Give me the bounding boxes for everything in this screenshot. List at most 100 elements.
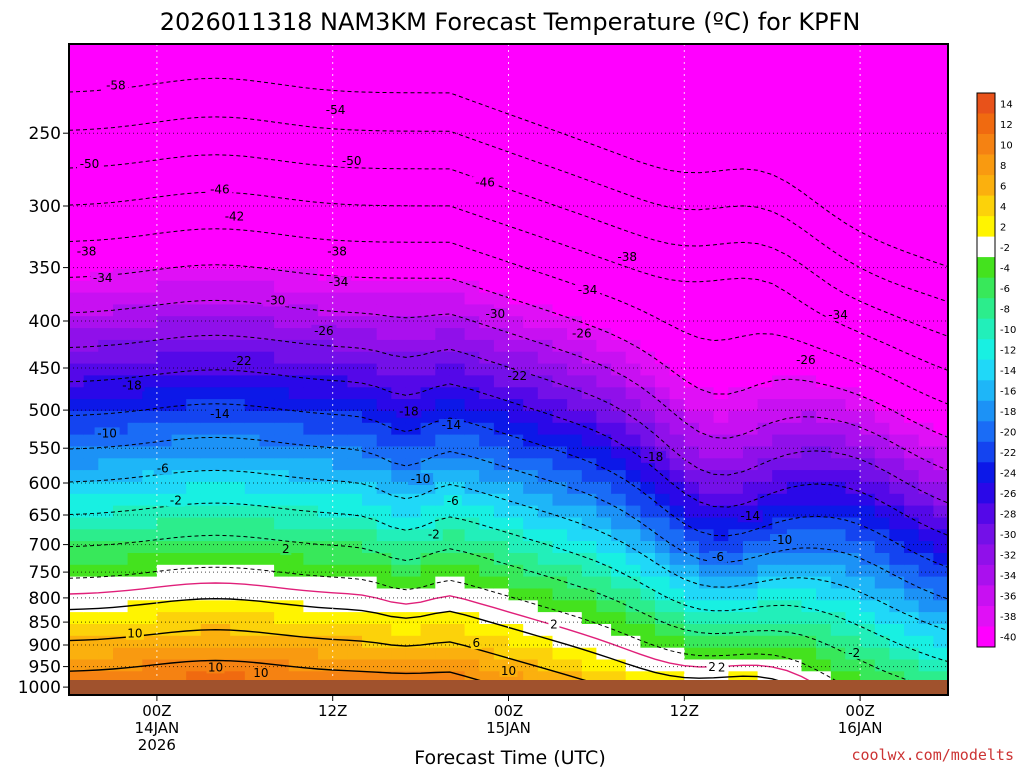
field-cell bbox=[113, 351, 129, 365]
field-cell bbox=[347, 67, 363, 81]
field-cell bbox=[669, 55, 685, 69]
field-cell bbox=[669, 422, 685, 436]
field-cell bbox=[816, 635, 832, 649]
field-cell bbox=[274, 162, 290, 175]
field-cell bbox=[449, 458, 466, 471]
field-cell bbox=[933, 44, 948, 57]
field-cell bbox=[713, 209, 729, 223]
field-cell bbox=[625, 339, 641, 353]
field-cell bbox=[186, 422, 202, 436]
field-cell bbox=[391, 458, 407, 471]
field-cell bbox=[259, 588, 275, 601]
field-cell bbox=[464, 150, 480, 163]
field-cell bbox=[186, 564, 202, 578]
field-cell bbox=[625, 328, 641, 341]
field-cell bbox=[171, 328, 187, 341]
field-cell bbox=[772, 600, 788, 613]
field-cell bbox=[449, 470, 466, 483]
field-cell bbox=[332, 493, 348, 507]
field-cell bbox=[786, 375, 803, 388]
field-cell bbox=[83, 517, 99, 530]
field-cell bbox=[523, 387, 539, 400]
field-cell bbox=[801, 221, 817, 234]
field-cell bbox=[347, 115, 363, 128]
field-cell bbox=[669, 612, 685, 625]
field-cell bbox=[684, 481, 700, 495]
field-cell bbox=[69, 209, 85, 223]
field-cell bbox=[171, 446, 187, 459]
field-cell bbox=[479, 197, 495, 211]
field-cell bbox=[69, 422, 85, 436]
field-cell bbox=[508, 304, 524, 317]
field-cell bbox=[552, 588, 568, 601]
field-cell bbox=[479, 268, 495, 282]
field-cell bbox=[611, 458, 627, 471]
field-cell bbox=[347, 387, 363, 400]
field-cell bbox=[288, 422, 305, 436]
field-cell bbox=[904, 612, 920, 625]
field-cell bbox=[347, 505, 363, 518]
field-cell bbox=[523, 209, 539, 223]
field-cell bbox=[318, 600, 334, 613]
field-cell bbox=[493, 115, 510, 128]
field-cell bbox=[918, 233, 934, 246]
field-cell bbox=[786, 209, 803, 223]
field-cell bbox=[772, 174, 788, 187]
field-cell bbox=[288, 529, 305, 542]
field-cell bbox=[523, 44, 539, 57]
field-cell bbox=[552, 316, 568, 329]
field-cell bbox=[288, 103, 305, 116]
contour-label: 2 bbox=[282, 542, 290, 556]
field-cell bbox=[98, 446, 114, 459]
field-cell bbox=[669, 434, 685, 447]
field-cell bbox=[435, 174, 451, 187]
field-cell bbox=[479, 624, 495, 637]
contour-label-bg bbox=[206, 661, 225, 674]
field-cell bbox=[69, 387, 85, 400]
y-tick-label: 850 bbox=[29, 613, 61, 633]
field-cell bbox=[288, 257, 305, 270]
field-cell bbox=[669, 564, 685, 578]
field-cell bbox=[186, 55, 202, 69]
field-cell bbox=[347, 659, 363, 672]
field-cell bbox=[581, 91, 598, 104]
field-cell bbox=[200, 138, 217, 152]
field-cell bbox=[757, 493, 773, 507]
field-cell bbox=[332, 422, 348, 436]
field-cell bbox=[215, 517, 231, 530]
field-cell bbox=[69, 67, 85, 81]
field-cell bbox=[449, 150, 466, 163]
field-cell bbox=[508, 351, 524, 365]
field-cell bbox=[684, 576, 700, 589]
field-cell bbox=[742, 150, 759, 163]
field-cell bbox=[640, 529, 656, 542]
field-cell bbox=[552, 446, 568, 459]
field-cell bbox=[640, 138, 656, 152]
field-cell bbox=[596, 375, 612, 388]
field-cell bbox=[537, 186, 554, 199]
field-cell bbox=[186, 517, 202, 530]
field-cell bbox=[845, 517, 861, 530]
field-cell bbox=[318, 470, 334, 483]
contour-label-bg bbox=[396, 405, 422, 418]
field-cell bbox=[625, 150, 641, 163]
field-cell bbox=[611, 280, 627, 294]
field-cell bbox=[655, 612, 671, 625]
field-cell bbox=[435, 162, 451, 175]
field-cell bbox=[713, 470, 729, 483]
field-cell bbox=[127, 233, 143, 246]
field-cell bbox=[449, 517, 466, 530]
contour-label: -2 bbox=[714, 660, 726, 674]
terrain-band bbox=[69, 680, 948, 695]
field-cell bbox=[860, 79, 876, 92]
field-cell bbox=[816, 79, 832, 92]
field-cell bbox=[874, 434, 891, 447]
field-cell bbox=[127, 541, 143, 554]
field-cell bbox=[391, 257, 407, 270]
field-cell bbox=[171, 79, 187, 92]
field-cell bbox=[435, 79, 451, 92]
field-cell bbox=[362, 292, 378, 305]
field-cell bbox=[464, 103, 480, 116]
field-cell bbox=[860, 600, 876, 613]
field-cell bbox=[860, 576, 876, 589]
